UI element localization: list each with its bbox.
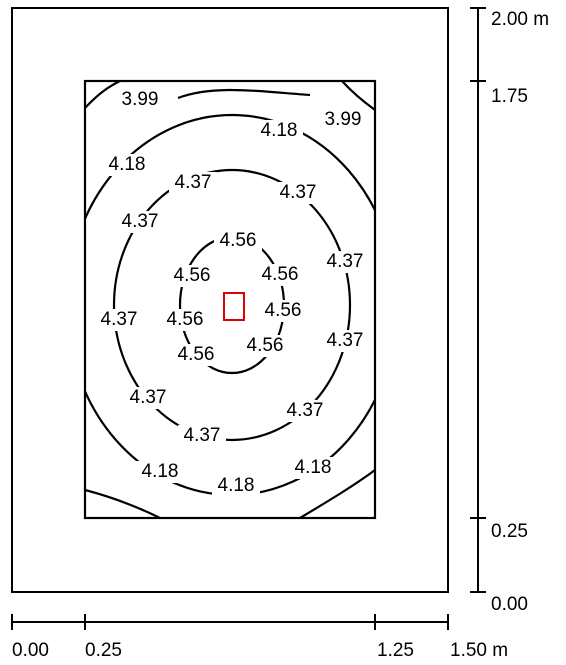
scale-label: 1.75 [491,86,528,107]
contour-labels: 3.993.994.184.184.37 4.374.374.564.56 4.56… [95,89,369,497]
calculation-area [83,79,377,520]
contour-label: 4.18 [218,475,255,496]
scale-label: 1.25 [377,640,414,660]
label-background [103,154,151,176]
scale-label: 0.25 [491,521,528,542]
label-background [321,330,369,352]
contour-4-37 [112,168,352,442]
label-background [124,387,172,409]
contour-3-99 [341,81,375,111]
contour-label: 4.18 [295,457,332,478]
scale-label: 1.50 m [450,640,508,660]
label-background [116,89,164,111]
label-background [319,109,367,131]
contour-label: 4.56 [247,335,284,356]
label-background [172,344,220,366]
contour-label: 4.37 [327,330,364,351]
contour-3-99 [85,488,161,518]
label-background [95,309,143,331]
contour-label: 4.56 [178,344,215,365]
scale-label: 0.00 [491,594,528,615]
scale-label: 2.00 m [491,9,549,30]
contour-label: 4.37 [101,309,138,330]
label-background [168,265,216,287]
contour-label: 4.37 [130,387,167,408]
label-background [212,475,260,497]
contour-label: 4.18 [261,120,298,141]
label-background [289,457,337,479]
contour-label: 4.56 [220,230,257,251]
label-background [178,425,226,447]
contour-label: 4.56 [174,265,211,286]
contour-label: 4.37 [175,172,212,193]
contour-label: 4.56 [265,300,302,321]
label-background [241,335,289,357]
label-background [259,300,307,322]
luminaire [223,292,245,321]
label-background [274,182,322,204]
label-background [256,264,304,286]
contour-label: 4.37 [184,425,221,446]
contour-label: 4.37 [280,182,317,203]
label-background [321,251,369,273]
contour-label: 4.37 [327,251,364,272]
scale-label: 0.00 [12,640,49,660]
contour-label: 4.18 [109,154,146,175]
label-background [281,400,329,422]
scale-label: 0.25 [85,640,122,660]
label-background [214,230,262,252]
contour-lines [85,81,375,518]
label-background [116,211,164,233]
label-background [255,120,303,142]
contour-label: 4.56 [262,264,299,285]
label-background [169,172,217,194]
contour-label: 3.99 [122,89,159,110]
contour-label: 3.99 [325,109,362,130]
contour-label: 4.37 [122,211,159,232]
label-background [136,461,184,483]
label-background [161,309,209,331]
room-outline [11,7,449,593]
contour-label: 4.37 [287,400,324,421]
contour-3-99 [177,88,311,100]
contour-3-99 [299,469,375,518]
contour-3-99 [85,81,121,109]
contour-label: 4.18 [142,461,179,482]
contour-label: 4.56 [167,309,204,330]
